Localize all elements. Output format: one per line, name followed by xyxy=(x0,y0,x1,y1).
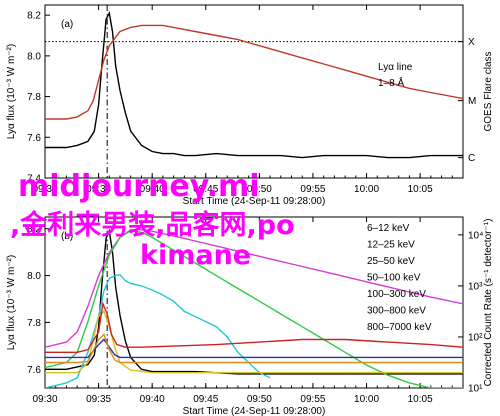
watermark: midjourney.mi ,金利来男装,品客网,po kimane xyxy=(10,169,295,271)
x-tick-label: 09:55 xyxy=(300,394,325,405)
x-tick-label: 09:40 xyxy=(140,394,165,405)
series-line-800-7000-kev xyxy=(45,333,463,364)
panel-label: (a) xyxy=(61,19,73,30)
legend-entry: 100–300 keV xyxy=(367,289,426,300)
x-axis-label: Start Time (24-Sep-11 09:28:00) xyxy=(183,196,326,207)
watermark-line-3: kimane xyxy=(140,240,251,271)
x-tick-label: 09:35 xyxy=(86,184,111,195)
series-line-100-300-kev xyxy=(45,301,463,353)
x-tick-label: 09:50 xyxy=(247,184,272,195)
x-tick-label: 09:35 xyxy=(86,394,111,405)
x-tick-label: 09:45 xyxy=(193,394,218,405)
y-tick-label: 7.8 xyxy=(27,92,41,103)
legend-entry: Lyα line xyxy=(378,62,413,73)
series-line-1-8- xyxy=(45,24,463,120)
series-line-ly-line xyxy=(45,10,463,159)
x-tick-label: 10:00 xyxy=(354,184,379,195)
y-tick-label: 7.6 xyxy=(27,133,41,144)
plot-frame xyxy=(44,216,464,389)
x-tick-label: 09:30 xyxy=(32,184,57,195)
x-tick-label: 09:40 xyxy=(140,184,165,195)
y-tick-label: 7.6 xyxy=(27,365,41,376)
legend-entry: 800–7000 keV xyxy=(367,322,432,333)
watermark-line-2: ,金利来男装,品客网,po xyxy=(10,209,295,241)
legend-entry: 12–25 keV xyxy=(367,240,415,251)
panel-a-chart: 09:30 09:35 09:40 09:45 09:50 09:55 10:00 10:05… xyxy=(6,4,494,207)
panel-label: (b) xyxy=(61,231,73,242)
x-tick-label: 09:55 xyxy=(300,184,325,195)
x-tick-label: 10:05 xyxy=(408,394,433,405)
y-tick-label: 8.0 xyxy=(27,271,41,282)
right-tick-label: M xyxy=(468,96,476,107)
y-tick-label: 8.2 xyxy=(27,224,41,235)
y-tick-label: 8.0 xyxy=(27,51,41,62)
right-tick-label: X xyxy=(468,37,475,48)
y-tick-label: 7.4 xyxy=(27,174,41,185)
legend-entry: 25–50 keV xyxy=(367,256,415,267)
x-tick-label: 10:00 xyxy=(354,394,379,405)
legend-entry: 300–800 keV xyxy=(367,306,426,317)
right-tick-label: C xyxy=(468,153,475,164)
x-tick-label: 10:05 xyxy=(408,184,433,195)
legend-entry: 1–8 Å xyxy=(378,76,404,89)
series-line-12-25-kev xyxy=(45,230,463,388)
x-tick-label: 09:30 xyxy=(32,394,57,405)
y-axis-label: Lyα flux (10⁻³ W m⁻²) xyxy=(6,255,17,350)
right-axis-label: Corrected Count Rate (s⁻¹ detector⁻¹) xyxy=(483,219,494,387)
series-line-ly- xyxy=(45,228,463,375)
y-axis-label: Lyα flux (10⁻³ W m⁻²) xyxy=(6,44,17,139)
series-line-300-800-kev xyxy=(45,338,463,359)
right-axis-label: GOES Flare class xyxy=(483,51,494,131)
y-tick-label: 8.2 xyxy=(27,11,41,22)
right-tick-label: 10¹ xyxy=(468,384,483,395)
legend-entry: 6–12 keV xyxy=(367,223,410,234)
right-tick-label: 10⁴ xyxy=(468,230,483,241)
y-tick-label: 7.8 xyxy=(27,318,41,329)
right-tick-label: 10³ xyxy=(468,281,483,292)
legend-entry: 50–100 keV xyxy=(367,273,421,284)
x-axis-label: Start Time (24-Sep-11 09:28:00) xyxy=(183,406,326,416)
plot-frame xyxy=(44,4,464,179)
x-tick-label: 09:45 xyxy=(193,184,218,195)
x-tick-label: 09:50 xyxy=(247,394,272,405)
panel-b-chart: 09:30 09:35 09:40 09:45 09:50 09:55 10:00 10:05… xyxy=(6,216,494,416)
series-line-6-12-kev xyxy=(45,229,463,348)
right-tick-label: 10² xyxy=(468,332,483,343)
watermark-line-1: midjourney.mi xyxy=(18,169,260,204)
